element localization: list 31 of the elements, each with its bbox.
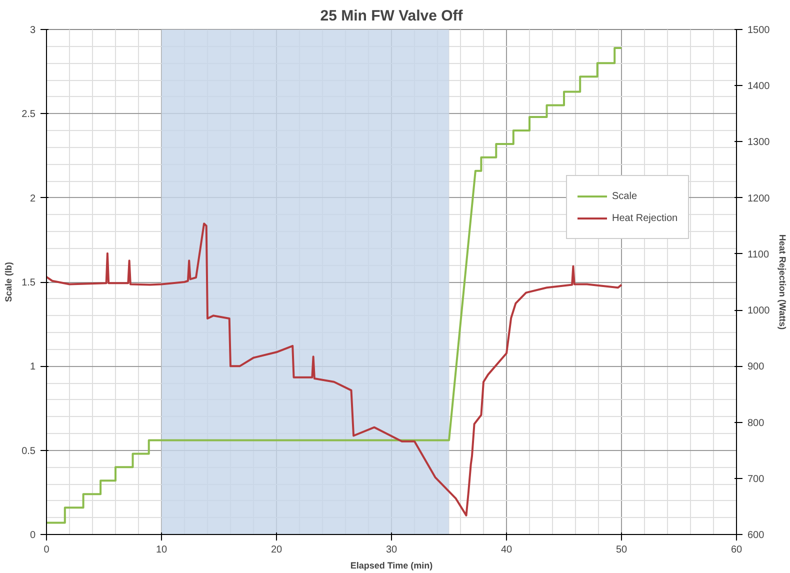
y-tick-label: 1 xyxy=(30,362,36,373)
y-tick-label: 0 xyxy=(30,530,36,541)
y2-tick-label: 700 xyxy=(748,474,765,485)
x-tick-label: 10 xyxy=(156,544,168,556)
y-tick-label: 0.5 xyxy=(22,446,36,457)
y2-tick-label: 1300 xyxy=(748,137,770,148)
x-tick-label: 50 xyxy=(616,544,628,556)
x-tick-label: 40 xyxy=(500,544,512,556)
y2-axis-title: Heat Rejection (Watts) xyxy=(778,234,788,330)
y2-tick-label: 1500 xyxy=(748,25,770,36)
y-tick-label: 2.5 xyxy=(22,109,36,120)
y2-tick-label: 600 xyxy=(748,530,765,541)
y2-tick-label: 1100 xyxy=(748,249,770,260)
y2-tick-label: 800 xyxy=(748,418,765,429)
y-tick-label: 3 xyxy=(30,25,36,36)
x-tick-label: 30 xyxy=(386,544,398,556)
y-tick-label: 2 xyxy=(30,193,36,204)
legend-label: Heat Rejection xyxy=(612,212,678,224)
x-axis-title: Elapsed Time (min) xyxy=(350,560,433,570)
legend-label: Scale xyxy=(612,190,638,202)
y2-tick-label: 1000 xyxy=(748,306,770,317)
y-tick-label: 1.5 xyxy=(22,278,36,288)
x-tick-label: 0 xyxy=(44,544,50,556)
y2-tick-label: 900 xyxy=(748,362,765,373)
chart-title: 25 Min FW Valve Off xyxy=(320,8,464,24)
y2-tick-label: 1200 xyxy=(748,193,770,204)
line-series xyxy=(46,222,622,516)
x-tick-label: 20 xyxy=(270,544,282,556)
y2-tick-label: 1400 xyxy=(748,81,770,92)
y-axis-title: Scale (lb) xyxy=(4,262,14,302)
x-tick-label: 60 xyxy=(730,544,742,556)
